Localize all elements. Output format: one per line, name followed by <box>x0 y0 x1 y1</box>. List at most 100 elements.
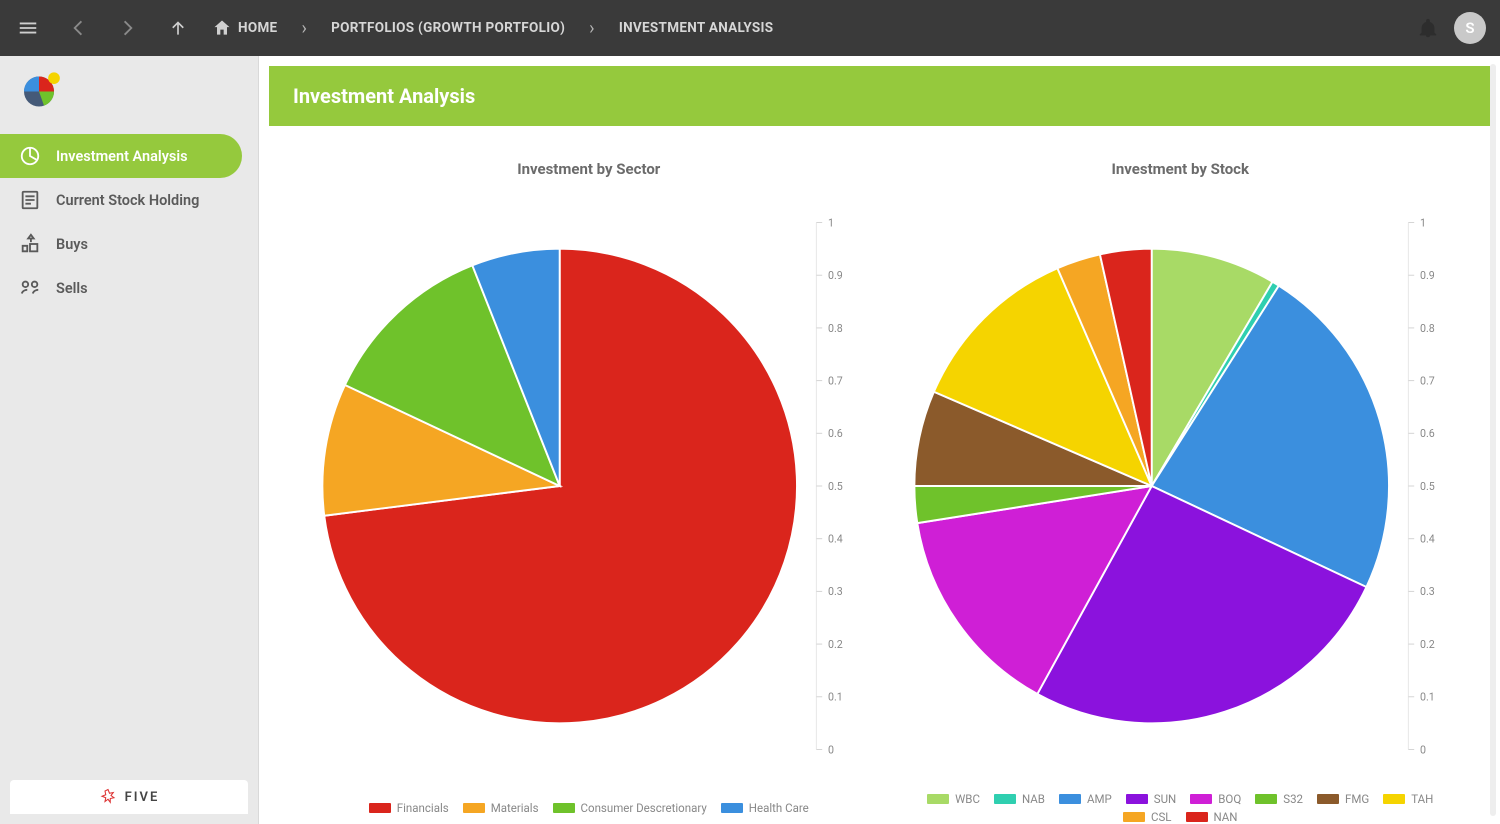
legend-swatch <box>1059 794 1081 804</box>
legend-item[interactable]: S32 <box>1255 792 1303 806</box>
legend-swatch <box>721 803 743 813</box>
buys-icon <box>18 232 42 256</box>
sidebar-item-sells[interactable]: Sells <box>0 266 242 310</box>
legend-swatch <box>1383 794 1405 804</box>
sells-icon <box>18 276 42 300</box>
svg-text:0.6: 0.6 <box>828 427 843 440</box>
legend-label: CSL <box>1151 810 1172 824</box>
svg-text:0.5: 0.5 <box>1420 480 1435 493</box>
legend-item[interactable]: Health Care <box>721 792 809 824</box>
svg-text:1: 1 <box>1420 216 1426 229</box>
legend-label: WBC <box>955 792 980 806</box>
legend-label: Materials <box>491 801 539 815</box>
legend-swatch <box>369 803 391 813</box>
breadcrumb-home[interactable]: HOME <box>212 18 277 38</box>
legend-label: FMG <box>1345 792 1369 806</box>
scrollbar[interactable] <box>1488 64 1498 816</box>
svg-text:0: 0 <box>1420 743 1426 756</box>
svg-text:0.1: 0.1 <box>1420 691 1435 704</box>
sidebar-item-current-stock-holding[interactable]: Current Stock Holding <box>0 178 242 222</box>
chart-investment-by-stock: Investment by Stock 00.10.20.30.40.50.60… <box>895 160 1467 824</box>
page-title: Investment Analysis <box>269 66 1490 126</box>
home-icon <box>212 18 232 38</box>
avatar[interactable]: S <box>1454 12 1486 44</box>
brand-icon <box>99 788 117 806</box>
svg-text:0.9: 0.9 <box>828 269 843 282</box>
topbar: HOME › PORTFOLIOS (GROWTH PORTFOLIO) › I… <box>0 0 1500 56</box>
svg-text:0.9: 0.9 <box>1420 269 1435 282</box>
brand-footer[interactable]: FIVE <box>10 780 248 814</box>
legend-label: NAN <box>1214 810 1238 824</box>
legend-item[interactable]: Materials <box>463 792 539 824</box>
svg-text:0.1: 0.1 <box>828 691 843 704</box>
svg-text:0.2: 0.2 <box>828 638 843 651</box>
chevron-right-icon: › <box>589 18 595 39</box>
sidebar-item-label: Investment Analysis <box>56 148 188 165</box>
legend-item[interactable]: BOQ <box>1190 792 1241 806</box>
legend-item[interactable]: TAH <box>1383 792 1433 806</box>
legend-label: NAB <box>1022 792 1045 806</box>
avatar-initial: S <box>1465 19 1474 37</box>
breadcrumb-investment-analysis[interactable]: INVESTMENT ANALYSIS <box>619 20 774 36</box>
app-logo <box>0 56 258 132</box>
hamburger-icon[interactable] <box>14 14 42 42</box>
main-content: Investment Analysis Investment by Sector… <box>258 56 1500 824</box>
legend-label: BOQ <box>1218 792 1241 806</box>
legend-label: Consumer Descretionary <box>581 801 707 815</box>
sidebar-item-buys[interactable]: Buys <box>0 222 242 266</box>
svg-text:0.2: 0.2 <box>1420 638 1435 651</box>
legend-swatch <box>927 794 949 804</box>
nav-up-icon[interactable] <box>164 14 192 42</box>
svg-text:0.6: 0.6 <box>1420 427 1435 440</box>
chevron-right-icon: › <box>301 18 307 39</box>
svg-text:0.4: 0.4 <box>828 533 843 546</box>
legend-item[interactable]: Consumer Descretionary <box>553 792 707 824</box>
legend-label: TAH <box>1411 792 1433 806</box>
legend-swatch <box>994 794 1016 804</box>
legend-item[interactable]: FMG <box>1317 792 1369 806</box>
legend-swatch <box>1126 794 1148 804</box>
sidebar-item-investment-analysis[interactable]: Investment Analysis <box>0 134 242 178</box>
chart-legend: WBC NAB AMP SUN BOQ S32 FMG TAH CSL NAN <box>895 788 1467 824</box>
notifications-icon[interactable] <box>1414 14 1442 42</box>
sidebar-nav: Investment Analysis Current Stock Holding… <box>0 132 258 310</box>
legend-swatch <box>1186 812 1208 822</box>
nav-back-icon[interactable] <box>64 14 92 42</box>
brand-label: FIVE <box>125 790 160 805</box>
current-stock-holding-icon <box>18 188 42 212</box>
breadcrumb-portfolios[interactable]: PORTFOLIOS (GROWTH PORTFOLIO) <box>331 20 565 36</box>
chart-title: Investment by Sector <box>517 160 660 178</box>
legend-item[interactable]: WBC <box>927 792 980 806</box>
svg-text:0.5: 0.5 <box>828 480 843 493</box>
sidebar-item-label: Sells <box>56 280 88 297</box>
nav-forward-icon[interactable] <box>114 14 142 42</box>
legend-item[interactable]: NAB <box>994 792 1045 806</box>
chart-title: Investment by Stock <box>1111 160 1249 178</box>
legend-swatch <box>553 803 575 813</box>
legend-swatch <box>1255 794 1277 804</box>
svg-text:1: 1 <box>828 216 834 229</box>
investment-analysis-icon <box>18 144 42 168</box>
svg-text:0.7: 0.7 <box>828 374 843 387</box>
legend-swatch <box>1190 794 1212 804</box>
page-title-text: Investment Analysis <box>293 84 475 108</box>
legend-label: S32 <box>1283 792 1303 806</box>
legend-item[interactable]: SUN <box>1126 792 1177 806</box>
svg-text:0: 0 <box>828 743 834 756</box>
legend-item[interactable]: CSL <box>1123 810 1172 824</box>
legend-item[interactable]: AMP <box>1059 792 1112 806</box>
breadcrumb-home-label: HOME <box>238 20 277 36</box>
legend-label: Financials <box>397 801 449 815</box>
legend-swatch <box>1123 812 1145 822</box>
svg-text:0.8: 0.8 <box>1420 322 1435 335</box>
sidebar-item-label: Current Stock Holding <box>56 192 199 209</box>
legend-item[interactable]: NAN <box>1186 810 1238 824</box>
svg-text:0.8: 0.8 <box>828 322 843 335</box>
svg-text:0.7: 0.7 <box>1420 374 1435 387</box>
chart-investment-by-sector: Investment by Sector 0 0.1 0.2 0.3 0.4 0.5 0.6… <box>303 160 875 824</box>
chart-legend: Financials Materials Consumer Descretionar… <box>365 788 813 824</box>
legend-item[interactable]: Financials <box>369 792 449 824</box>
legend-label: AMP <box>1087 792 1112 806</box>
legend-label: SUN <box>1154 792 1177 806</box>
svg-text:0.3: 0.3 <box>828 585 843 598</box>
